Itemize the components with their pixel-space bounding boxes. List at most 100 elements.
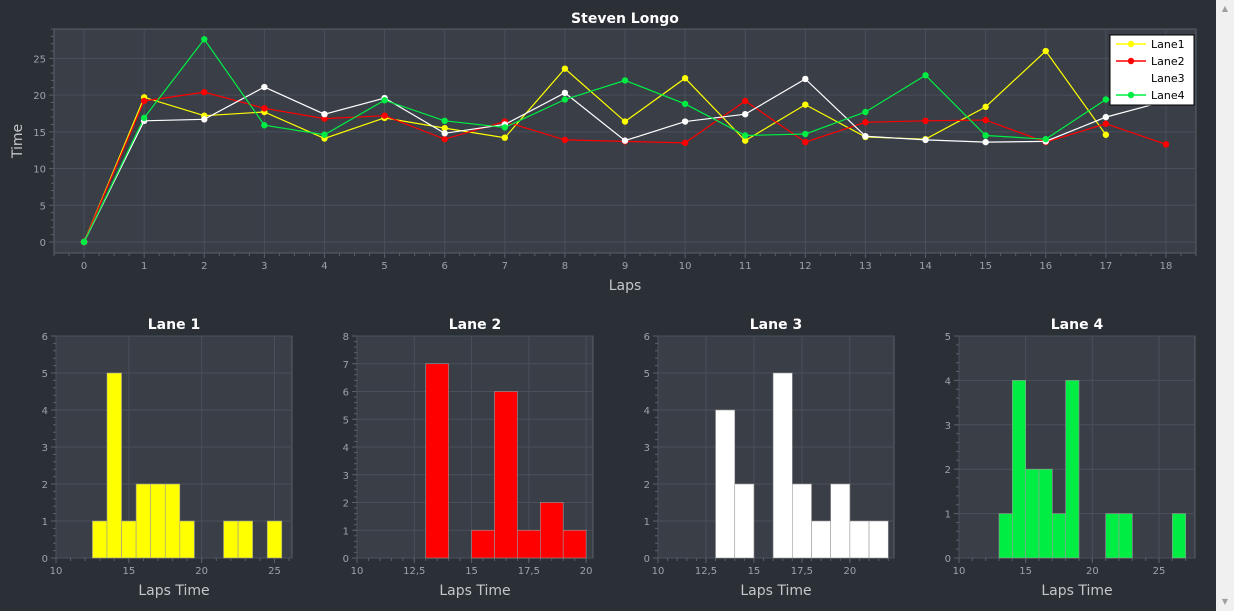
- y-tick-label: 6: [42, 332, 48, 343]
- vertical-scrollbar[interactable]: ▲ ▼: [1216, 0, 1234, 611]
- main-line-chart: 0 1 2 3 4 5 6 7 8 9 10 11 12 13 14 15 16 17 180510152025St…: [10, 11, 1197, 294]
- x-tick-label: 3: [261, 261, 267, 272]
- x-axis-label: Laps Time: [138, 583, 209, 599]
- data-point: [862, 108, 869, 116]
- x-tick-label: 20: [195, 566, 208, 577]
- histogram-bar: [1052, 513, 1066, 559]
- legend-label: Lane3: [1151, 72, 1185, 85]
- data-point: [922, 117, 929, 125]
- x-axis-label: Laps Time: [439, 583, 510, 599]
- y-tick-label: 4: [42, 406, 48, 417]
- data-point: [441, 117, 448, 125]
- y-tick-label: 3: [42, 443, 48, 454]
- x-tick-label: 6: [441, 261, 447, 272]
- data-point: [201, 116, 208, 123]
- x-tick-label: 18: [1160, 261, 1173, 272]
- y-tick-label: 1: [343, 526, 349, 537]
- histogram-bar: [121, 520, 137, 559]
- data-point: [201, 88, 208, 96]
- data-point: [681, 75, 689, 82]
- scroll-up-icon[interactable]: ▲: [1221, 4, 1229, 13]
- data-point: [261, 105, 268, 112]
- x-tick-label: 10: [652, 566, 665, 577]
- y-tick-label: 2: [644, 480, 650, 491]
- y-tick-label: 0: [40, 238, 46, 249]
- data-point: [681, 118, 689, 125]
- data-point: [621, 137, 629, 144]
- legend-label: Lane2: [1151, 55, 1185, 68]
- y-tick-label: 4: [343, 443, 349, 454]
- data-point: [802, 130, 809, 138]
- x-tick-label: 10: [50, 566, 63, 577]
- x-tick-label: 16: [1039, 261, 1052, 272]
- x-tick-label: 15: [1019, 566, 1032, 577]
- y-tick-label: 5: [343, 415, 349, 426]
- data-point: [982, 116, 989, 124]
- histogram-bar: [998, 513, 1013, 559]
- y-tick-label: 6: [343, 388, 349, 399]
- data-point: [1162, 141, 1170, 148]
- y-tick-label: 1: [42, 517, 48, 528]
- y-tick-label: 1: [644, 517, 650, 528]
- x-tick-label: 8: [562, 261, 568, 272]
- x-tick-label: 20: [1086, 566, 1099, 577]
- y-tick-label: 1: [945, 510, 951, 521]
- x-tick-label: 4: [321, 261, 327, 272]
- x-tick-label: 12,5: [403, 566, 425, 577]
- histogram-title: Lane 1: [148, 317, 200, 333]
- data-point: [561, 96, 569, 103]
- legend-box: [1109, 34, 1195, 106]
- histogram-bar: [849, 520, 870, 559]
- x-tick-label: 15: [748, 566, 761, 577]
- y-tick-label: 0: [945, 554, 951, 565]
- histogram-bar: [868, 520, 889, 559]
- y-tick-label: 0: [343, 554, 349, 565]
- histogram-lane2: 10 12,5 15 17,5 20 0 1 2 3 4 5 6 7 8 Lane 2 Laps Time: [343, 317, 594, 599]
- data-point: [441, 135, 448, 143]
- histogram-bar: [135, 483, 151, 559]
- y-tick-label: 4: [945, 376, 951, 387]
- y-tick-label: 20: [33, 91, 46, 102]
- y-axis-label: Time: [10, 124, 26, 159]
- x-tick-label: 25: [1153, 566, 1166, 577]
- x-tick-label: 15: [465, 566, 478, 577]
- legend-marker: [1127, 91, 1135, 99]
- x-tick-label: 7: [502, 261, 508, 272]
- data-point: [802, 75, 809, 83]
- histogram-bar: [1172, 513, 1186, 559]
- y-tick-label: 3: [945, 421, 951, 432]
- histogram-bar: [266, 520, 283, 559]
- y-tick-label: 3: [644, 443, 650, 454]
- data-point: [862, 133, 869, 140]
- data-point: [140, 97, 148, 105]
- histogram-bar: [1025, 468, 1040, 559]
- histogram-lane3: 10 12,5 15 17,5 20 0 1 2 3 4 5 6 Lane 3 Laps Time: [644, 317, 895, 599]
- data-point: [381, 97, 388, 104]
- y-tick-label: 15: [33, 128, 46, 139]
- histogram-bar: [150, 483, 166, 559]
- histogram-lane1: 10 15 20 25 0 1 2 3 4 5 6 Lane 1 Laps Time: [42, 317, 293, 599]
- data-point: [261, 83, 268, 91]
- data-point: [321, 110, 328, 118]
- x-tick-label: 0: [81, 261, 87, 272]
- histogram-title: Lane 4: [1051, 317, 1104, 333]
- histogram-bar: [164, 483, 181, 559]
- series-line-lane1: [83, 50, 1107, 243]
- scroll-down-icon[interactable]: ▼: [1221, 597, 1229, 606]
- data-point: [1102, 113, 1110, 121]
- histogram-bar: [106, 372, 122, 559]
- histogram-bar: [1065, 380, 1080, 559]
- data-point: [621, 77, 629, 84]
- data-point: [321, 131, 328, 138]
- histogram-bar: [1038, 468, 1053, 559]
- histogram-bar: [1105, 513, 1120, 559]
- data-point: [1102, 120, 1110, 127]
- data-point: [501, 124, 508, 131]
- data-point: [742, 110, 749, 118]
- legend-marker: [1127, 74, 1135, 82]
- x-axis-label: Laps: [609, 278, 642, 294]
- y-tick-label: 10: [33, 165, 46, 176]
- y-tick-label: 3: [343, 471, 349, 482]
- histogram-bar: [517, 529, 541, 559]
- data-point: [1042, 135, 1049, 143]
